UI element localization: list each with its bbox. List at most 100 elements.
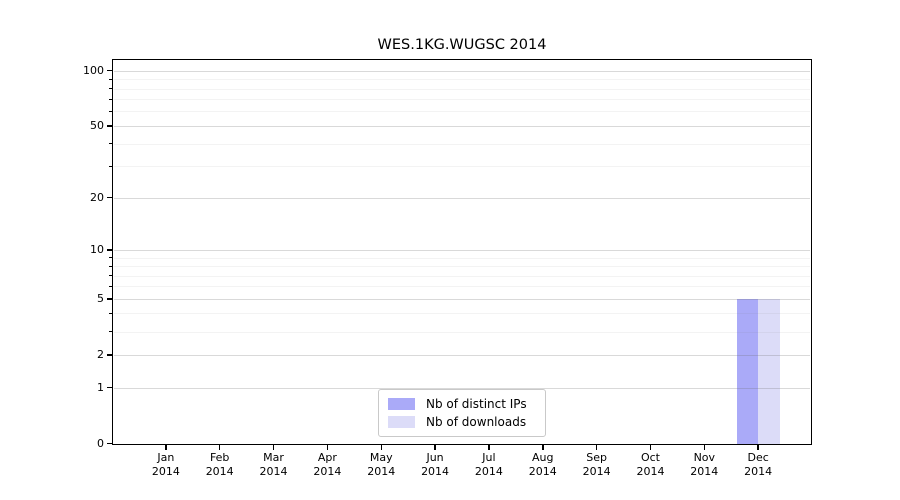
x-tick-mark <box>434 445 436 450</box>
x-tick-year: 2014 <box>367 464 396 478</box>
y-minor-tick-mark <box>109 165 112 167</box>
minor-gridline <box>114 143 810 145</box>
x-tick-month: Aug <box>532 451 554 464</box>
x-tick-month: Feb <box>209 451 230 464</box>
legend-item-downloads: Nb of downloads <box>388 414 536 429</box>
x-tick-mark <box>272 445 275 450</box>
x-tick-year: 2014 <box>205 464 234 478</box>
legend-swatch-distinct-ips-icon <box>388 398 415 411</box>
minor-gridline <box>114 331 810 333</box>
minor-gridline <box>114 286 810 288</box>
x-tick-month: Jun <box>426 451 444 464</box>
y-tick-mark <box>107 298 112 300</box>
minor-gridline <box>114 166 810 168</box>
legend-label-downloads: Nb of downloads <box>426 414 527 429</box>
x-tick-year: 2014 <box>151 464 180 478</box>
major-gridline <box>114 125 810 128</box>
major-gridline <box>114 70 810 72</box>
y-tick-mark <box>107 442 112 445</box>
x-tick-mark <box>165 445 167 450</box>
y-tick-label: 20 <box>90 190 104 204</box>
x-tick-label: Apr 2014 <box>297 451 357 478</box>
x-tick-label: Jun 2014 <box>405 451 465 478</box>
x-tick-year: 2014 <box>421 464 450 478</box>
x-tick-mark <box>218 445 221 450</box>
x-tick-mark <box>649 445 652 450</box>
legend-item-distinct-ips: Nb of distinct IPs <box>388 397 536 412</box>
x-tick-month: May <box>369 451 393 464</box>
x-tick-label: Feb 2014 <box>190 451 250 478</box>
x-tick-mark <box>542 445 544 450</box>
y-tick-label: 1 <box>97 380 104 394</box>
minor-gridline <box>114 111 810 113</box>
y-tick-label: 0 <box>97 436 104 450</box>
legend: Nb of distinct IPs Nb of downloads <box>378 389 546 437</box>
y-minor-tick-mark <box>109 88 112 90</box>
y-minor-tick-mark <box>109 78 112 80</box>
y-minor-tick-mark <box>109 143 112 145</box>
x-tick-label: Sep 2014 <box>567 451 627 478</box>
y-minor-tick-mark <box>109 331 112 333</box>
y-minor-tick-mark <box>109 265 112 267</box>
chart-title: WES.1KG.WUGSC 2014 <box>377 37 547 53</box>
x-tick-month: Mar <box>263 451 284 464</box>
x-tick-year: 2014 <box>582 464 611 478</box>
minor-gridline <box>114 79 810 81</box>
x-tick-month: Jul <box>482 451 496 464</box>
y-minor-tick-mark <box>109 285 112 287</box>
major-gridline <box>114 354 810 356</box>
x-tick-label: Jan 2014 <box>136 451 196 478</box>
x-tick-month: Dec <box>747 451 769 464</box>
x-tick-label: May 2014 <box>351 451 411 478</box>
y-minor-tick-mark <box>109 275 112 277</box>
y-tick-mark <box>107 354 112 356</box>
x-tick-year: 2014 <box>744 464 773 478</box>
y-minor-tick-mark <box>109 110 112 112</box>
bar-distinct-ips <box>736 298 759 444</box>
minor-gridline <box>114 266 810 267</box>
x-tick-mark <box>595 445 598 450</box>
x-tick-label: Oct 2014 <box>620 451 680 478</box>
x-tick-label: Aug 2014 <box>513 451 573 478</box>
y-tick-mark <box>107 196 112 199</box>
x-tick-month: Jan <box>157 451 175 464</box>
x-tick-month: Apr <box>317 451 337 464</box>
x-tick-month: Nov <box>693 451 716 464</box>
minor-gridline <box>114 257 810 259</box>
x-tick-mark <box>488 445 490 450</box>
minor-gridline <box>114 313 810 315</box>
y-tick-label: 2 <box>97 347 104 361</box>
y-tick-mark <box>107 125 112 127</box>
x-tick-year: 2014 <box>313 464 342 478</box>
y-tick-mark <box>107 249 112 251</box>
x-tick-year: 2014 <box>259 464 288 478</box>
legend-label-distinct-ips: Nb of distinct IPs <box>426 397 527 412</box>
y-tick-label: 50 <box>90 118 104 132</box>
minor-gridline <box>114 275 810 277</box>
x-tick-label: Jul 2014 <box>459 451 519 478</box>
x-tick-year: 2014 <box>636 464 665 478</box>
bar-downloads <box>758 298 780 444</box>
y-tick-mark <box>107 69 112 72</box>
y-tick-label: 10 <box>90 242 104 256</box>
x-tick-month: Oct <box>640 451 660 464</box>
major-gridline <box>114 249 810 251</box>
x-tick-mark <box>326 445 329 450</box>
x-tick-year: 2014 <box>528 464 557 478</box>
x-tick-year: 2014 <box>474 464 503 478</box>
x-tick-label: Dec 2014 <box>728 451 788 478</box>
y-tick-label: 5 <box>97 291 104 305</box>
x-tick-label: Nov 2014 <box>674 451 734 478</box>
major-gridline <box>114 197 810 199</box>
x-tick-label: Mar 2014 <box>244 451 304 478</box>
legend-swatch-downloads-icon <box>388 415 415 428</box>
minor-gridline <box>114 99 810 101</box>
y-minor-tick-mark <box>109 98 112 100</box>
x-tick-mark <box>703 445 706 450</box>
major-gridline <box>114 387 810 389</box>
x-tick-year: 2014 <box>690 464 719 478</box>
x-tick-mark <box>380 445 383 450</box>
minor-gridline <box>114 88 810 90</box>
y-minor-tick-mark <box>109 312 112 314</box>
